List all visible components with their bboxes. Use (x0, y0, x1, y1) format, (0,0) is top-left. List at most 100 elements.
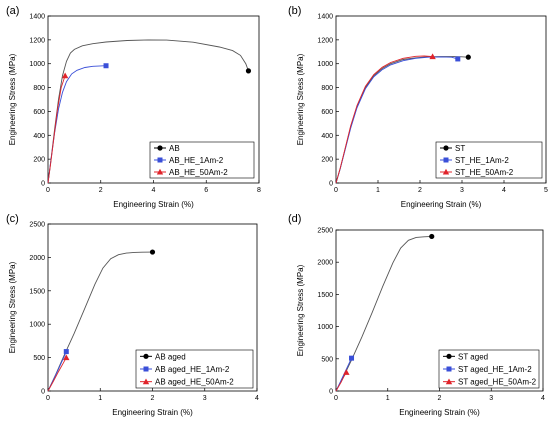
y-tick-label: 1000 (317, 324, 333, 331)
x-tick-label: 2 (418, 187, 422, 194)
y-tick-label: 1200 (29, 37, 45, 44)
legend: ST aged ST aged_HE_1Am-2 ST aged_HE_50Am-2 (438, 349, 540, 389)
legend: ST ST_HE_1Am-2 ST_HE_50Am-2 (435, 141, 543, 179)
y-tick-label: 1400 (317, 14, 333, 21)
series-line-1 (47, 251, 153, 392)
y-tick-label: 1000 (29, 61, 45, 68)
y-tick-label: 200 (321, 157, 333, 164)
y-tick-label: 2500 (317, 228, 333, 235)
legend-marker (157, 157, 163, 163)
series-line-3 (335, 55, 433, 184)
legend-marker (442, 168, 450, 175)
x-tick-label: 1 (98, 395, 102, 402)
legend-marker (443, 157, 449, 163)
y-tick-label: 600 (321, 109, 333, 116)
series-end-marker-3 (61, 72, 69, 79)
chart-panel-1: (a) 0 2 4 6 8 0 200 400 600 800 1000 1200 1400 Enginee… (6, 5, 261, 209)
series-end-marker-1 (429, 233, 435, 240)
y-tick-label: 800 (33, 85, 45, 92)
x-tick-label: 4 (152, 187, 156, 194)
series-end-marker-2 (63, 349, 69, 355)
legend-box (135, 349, 254, 389)
y-tick-label: 200 (33, 157, 45, 164)
legend-label: AB_HE_50Am-2 (169, 168, 228, 177)
series-end-marker-2 (349, 355, 355, 361)
x-tick-label: 0 (46, 187, 50, 194)
y-tick-label: 1000 (317, 61, 333, 68)
series-line-1 (335, 235, 432, 392)
legend-label: ST (455, 144, 465, 153)
y-tick-label: 500 (321, 356, 333, 363)
x-tick-label: 0 (334, 187, 338, 194)
legend-marker (445, 378, 453, 385)
legend-marker (446, 353, 452, 359)
series-end-marker-1 (465, 54, 471, 60)
legend-box (149, 141, 255, 179)
y-tick-label: 400 (321, 133, 333, 140)
y-tick-label: 1400 (29, 14, 45, 21)
legend: AB AB_HE_1Am-2 AB_HE_50Am-2 (149, 141, 255, 179)
legend-label: ST_HE_50Am-2 (455, 168, 514, 177)
y-axis-title: Engineering Stress (MPa) (8, 53, 17, 145)
x-tick-label: 2 (438, 395, 442, 402)
legend-marker (156, 168, 164, 175)
y-axis-title: Engineering Stress (MPa) (296, 53, 305, 145)
series-line-1 (47, 39, 249, 184)
x-tick-label: 3 (460, 187, 464, 194)
series-end-marker-3 (63, 354, 70, 361)
x-tick-label: 8 (257, 187, 261, 194)
y-tick-label: 800 (321, 85, 333, 92)
series-end-marker-1 (245, 68, 252, 74)
x-axis-title: Engineering Strain (%) (113, 200, 194, 209)
legend-marker (446, 366, 452, 372)
y-tick-label: 2000 (317, 260, 333, 267)
legend-marker (142, 378, 150, 385)
series-end-marker-3 (343, 369, 350, 375)
y-tick-label: 1200 (317, 37, 333, 44)
x-axis-title: Engineering Strain (%) (112, 408, 193, 417)
legend: AB aged AB aged_HE_1Am-2 AB aged_HE_50Am-2 (135, 349, 254, 389)
legend-label: ST aged_HE_1Am-2 (458, 365, 532, 374)
legend-label: AB aged_HE_1Am-2 (155, 365, 230, 374)
x-tick-label: 3 (489, 395, 493, 402)
legend-marker (143, 366, 149, 372)
series-line-3 (47, 75, 66, 184)
y-tick-label: 0 (41, 181, 45, 188)
y-tick-label: 1500 (317, 292, 333, 299)
chart-panel-3: (c) 0 1 2 3 4 0 500 1000 1500 2000 2500 Engineering … (6, 213, 259, 417)
series-line-3 (47, 357, 67, 392)
series-end-marker-1 (149, 249, 156, 255)
y-axis-title: Engineering Stress (MPa) (8, 261, 17, 353)
x-tick-label: 0 (334, 395, 338, 402)
legend-marker (143, 353, 149, 359)
y-tick-label: 1000 (29, 322, 45, 329)
x-axis-title: Engineering Strain (%) (399, 408, 480, 417)
panel-label: (d) (288, 213, 301, 225)
y-tick-label: 2000 (29, 255, 45, 262)
chart-panel-4: (d) 0 1 2 3 4 0 500 1000 1500 2000 2500 Engineering … (288, 213, 545, 417)
y-tick-label: 2500 (29, 222, 45, 229)
legend-label: AB_HE_1Am-2 (169, 156, 224, 165)
panel-label: (b) (288, 5, 301, 17)
panel-label: (a) (6, 5, 19, 17)
x-axis-title: Engineering Strain (%) (401, 200, 482, 209)
y-tick-label: 1500 (29, 288, 45, 295)
legend-label: AB aged (155, 352, 186, 361)
x-tick-label: 2 (151, 395, 155, 402)
y-tick-label: 500 (33, 355, 45, 362)
legend-marker (157, 145, 163, 151)
x-tick-label: 1 (386, 395, 390, 402)
x-tick-label: 6 (204, 187, 208, 194)
legend-label: AB (169, 144, 180, 153)
plot-frame (335, 15, 547, 184)
series-line-3 (335, 372, 347, 392)
legend-label: AB aged_HE_50Am-2 (155, 378, 234, 387)
chart-panel-2: (b) 0 1 2 3 4 5 0 200 400 600 800 1000 1200 1400 Engine… (288, 5, 548, 209)
legend-box (438, 349, 540, 389)
legend-label: ST aged (458, 352, 488, 361)
series-end-marker-2 (455, 56, 461, 62)
y-tick-label: 600 (33, 109, 45, 116)
y-tick-label: 0 (41, 389, 45, 396)
legend-marker (443, 145, 449, 151)
